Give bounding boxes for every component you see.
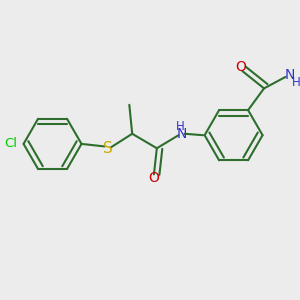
Text: S: S <box>103 141 112 156</box>
Text: N: N <box>285 68 296 83</box>
Text: N: N <box>176 127 187 141</box>
Text: O: O <box>148 171 159 185</box>
Text: H: H <box>176 120 184 133</box>
Text: H: H <box>292 76 300 88</box>
Text: Cl: Cl <box>4 137 17 150</box>
Text: O: O <box>235 60 246 74</box>
